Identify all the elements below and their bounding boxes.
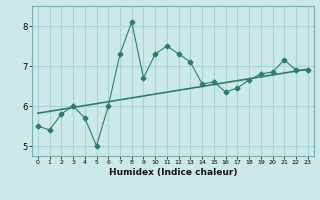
- X-axis label: Humidex (Indice chaleur): Humidex (Indice chaleur): [108, 168, 237, 177]
